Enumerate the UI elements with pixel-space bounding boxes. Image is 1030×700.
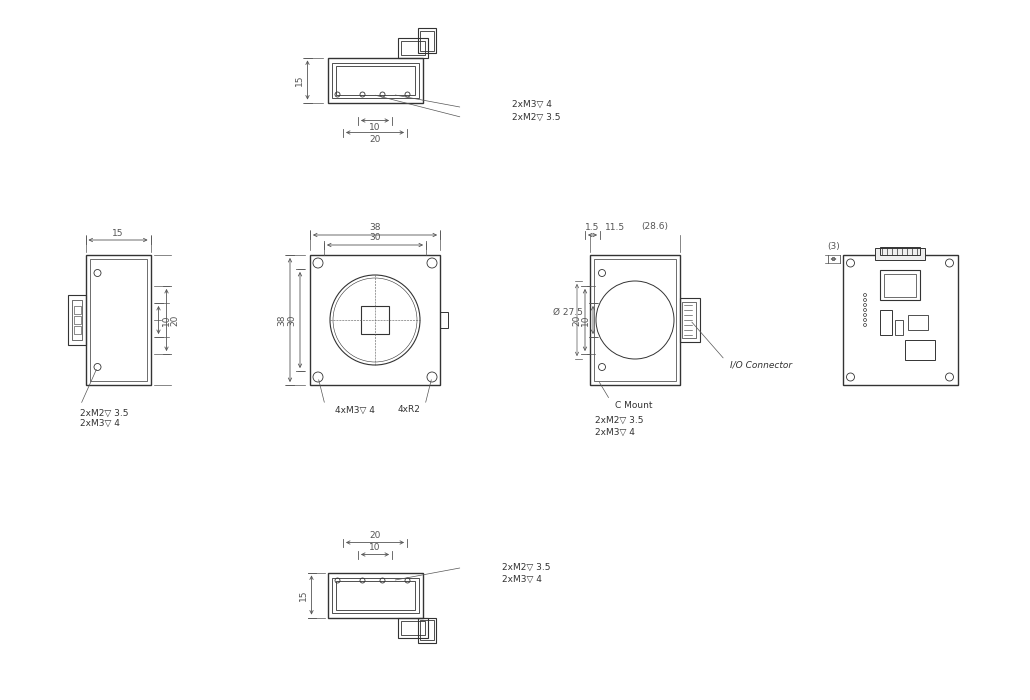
Bar [328,57,422,102]
Bar [332,62,418,97]
Bar [90,259,146,381]
Text: 2xM2▽ 3.5: 2xM2▽ 3.5 [503,563,551,572]
Bar [594,259,676,381]
Bar [401,620,424,634]
Bar [360,306,389,334]
Text: 20: 20 [370,531,381,540]
Text: I/O Connector: I/O Connector [730,360,792,370]
Text: 2xM3▽ 4: 2xM3▽ 4 [595,428,634,437]
Bar [590,255,680,385]
Bar [73,326,80,334]
Text: C Mount: C Mount [615,400,652,410]
Bar [843,255,958,385]
Text: Ø 27.5: Ø 27.5 [553,307,583,316]
Text: 10: 10 [581,314,589,326]
Text: 1.5: 1.5 [585,223,599,232]
Text: 2xM2▽ 3.5: 2xM2▽ 3.5 [80,409,129,417]
Text: 4xR2: 4xR2 [398,405,420,414]
Bar [398,38,427,57]
Text: 15: 15 [299,589,308,601]
Bar [880,310,892,335]
Text: 2xM3▽ 4: 2xM3▽ 4 [503,575,543,584]
Bar [68,295,85,345]
Bar [328,573,422,617]
Bar [440,312,448,328]
Text: 38: 38 [369,223,381,232]
Bar [310,255,440,385]
Bar [336,580,414,610]
Text: 15: 15 [112,228,124,237]
Bar [895,320,903,335]
Bar [85,255,150,385]
Text: 10: 10 [369,123,381,132]
Bar [905,340,935,360]
Text: 30: 30 [369,234,381,242]
Bar [419,31,434,50]
Bar [417,617,436,643]
Text: 10: 10 [162,314,171,326]
Text: 4xM3▽ 4: 4xM3▽ 4 [335,405,375,414]
Bar [417,27,436,52]
Bar [73,306,80,314]
Text: 38: 38 [277,314,286,326]
Text: 2xM3▽ 4: 2xM3▽ 4 [80,419,121,428]
Bar [876,248,925,260]
Bar [908,315,928,330]
Bar [419,620,434,640]
Text: 20: 20 [170,314,179,326]
Text: 20: 20 [370,135,381,144]
Text: 20: 20 [573,314,582,326]
Text: 10: 10 [369,543,381,552]
Bar [884,274,916,297]
Text: (3): (3) [827,242,839,251]
Bar [71,300,81,340]
Bar [332,578,418,612]
Bar [880,247,920,255]
Bar [73,316,80,324]
Text: 11.5: 11.5 [605,223,625,232]
Bar [682,302,696,338]
Text: 2xM2▽ 3.5: 2xM2▽ 3.5 [513,113,561,122]
Text: 15: 15 [295,74,304,86]
Bar [880,270,920,300]
Bar [401,41,424,55]
Text: (28.6): (28.6) [642,223,668,232]
Bar [680,298,700,342]
Text: 2xM2▽ 3.5: 2xM2▽ 3.5 [595,416,644,424]
Bar [336,66,414,94]
Text: 2xM3▽ 4: 2xM3▽ 4 [513,100,552,109]
Text: 30: 30 [287,314,297,326]
Bar [398,617,427,638]
